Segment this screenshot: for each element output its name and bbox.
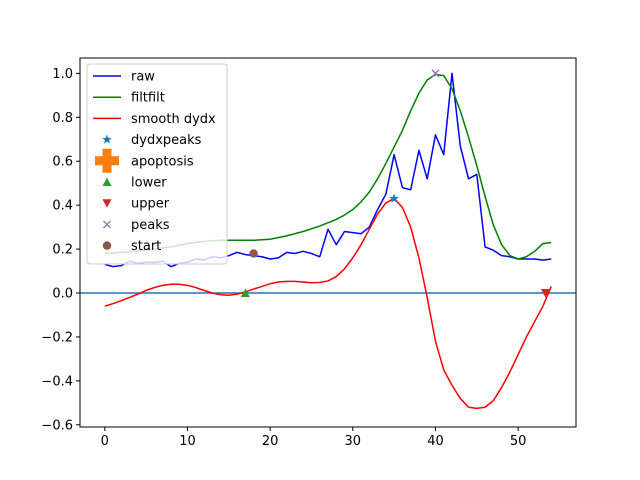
- legend-label-peaks: peaks: [131, 218, 170, 233]
- marker-dydxpeaks: [389, 193, 399, 203]
- legend-marker-apoptosis: [95, 148, 119, 173]
- y-tick-label: −0.4: [41, 374, 73, 389]
- legend-marker-peaks: [103, 220, 111, 229]
- y-tick-label: 0.2: [52, 243, 73, 258]
- legend-label-start: start: [131, 239, 161, 254]
- legend-marker-dydxpeaks: [102, 134, 112, 144]
- legend-label-dydxpeaks: dydxpeaks: [131, 133, 202, 148]
- legend-label-raw: raw: [131, 70, 155, 85]
- legend-label-filtfilt: filtfilt: [131, 91, 165, 106]
- x-tick-label: 0: [101, 434, 109, 449]
- y-tick-label: 1.0: [52, 67, 73, 82]
- legend-marker-upper: [102, 199, 112, 208]
- legend-label-apoptosis: apoptosis: [131, 154, 194, 169]
- legend-label-lower: lower: [131, 176, 167, 191]
- axes-frame: [79, 57, 577, 428]
- marker-start: [249, 249, 258, 258]
- series-line-smooth-dydx: [104, 197, 552, 410]
- x-tick-label: 40: [427, 434, 444, 449]
- legend-marker-start: [102, 241, 112, 250]
- legend-label-upper: upper: [131, 197, 170, 212]
- series-layer: [80, 72, 576, 410]
- y-tick-label: −0.2: [41, 330, 73, 345]
- axes-layer: 0 10 20 30 40 50 −0.6 −0.4 −0.2 0.0 0.2 0.4 0.6 0.8 1.…: [41, 57, 577, 449]
- x-tick-label: 10: [179, 434, 196, 449]
- y-tick-label: −0.6: [41, 418, 73, 433]
- x-tick-label: 20: [262, 434, 279, 449]
- legend-box: [86, 63, 228, 265]
- marker-lower: [240, 288, 250, 298]
- legend-marker-lower: [102, 177, 112, 186]
- legend-label-smooth-dydx: smooth dydx: [131, 112, 216, 127]
- marker-peaks: [431, 69, 440, 78]
- x-tick-label: 50: [510, 434, 527, 449]
- legend: raw filtfilt smooth dydx dydxpeaks apoptosis…: [86, 63, 228, 265]
- y-tick-label: 0.8: [52, 111, 73, 126]
- marker-upper: [540, 289, 550, 298]
- marker-layer: [240, 69, 550, 298]
- y-tick-label: 0.4: [52, 199, 73, 214]
- y-tick-label: 0.6: [52, 155, 73, 170]
- y-tick-label: 0.0: [52, 287, 73, 302]
- x-tick-label: 30: [345, 434, 362, 449]
